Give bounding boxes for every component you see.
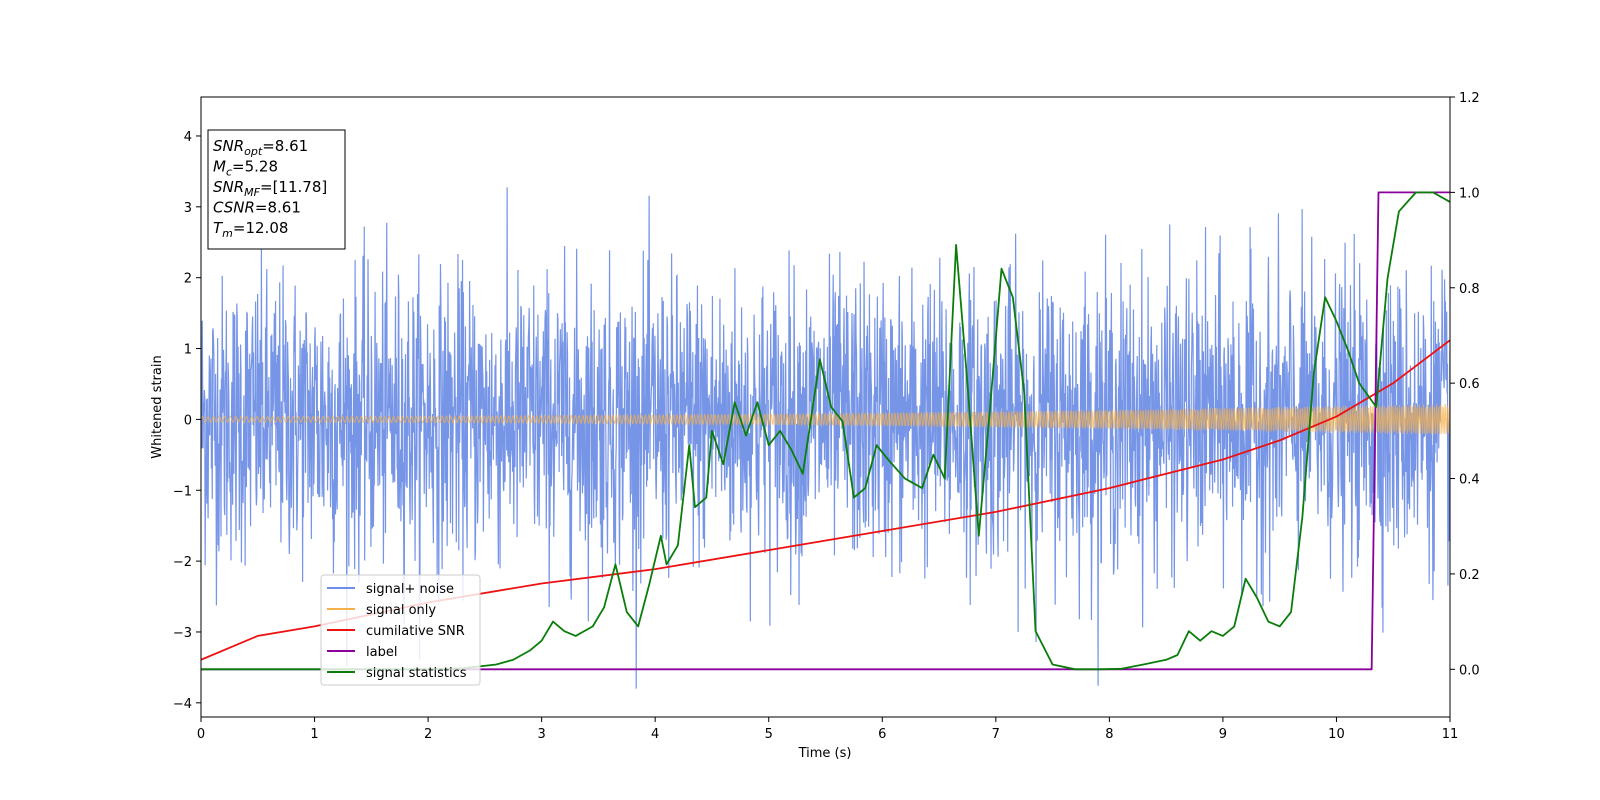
y-axis-left-ticks: −4 −3 −2 −1 0 1 2 3 4 xyxy=(173,130,201,712)
y-right-tick-label: 0.6 xyxy=(1459,377,1480,392)
legend-label: signal statistics xyxy=(366,666,467,681)
signal-statistics-line xyxy=(201,191,1450,671)
info-line: Mc=5.28 xyxy=(213,158,278,179)
legend-label: label xyxy=(366,645,397,660)
legend: signal+ noise signal only cumilative SNR la… xyxy=(320,574,481,686)
legend-label: cumilative SNR xyxy=(366,624,465,639)
y-left-tick-label: −2 xyxy=(173,555,192,570)
x-axis-ticks: 0 1 2 3 4 5 6 7 8 9 10 11 xyxy=(197,717,1458,742)
signal-only-series xyxy=(201,403,1450,435)
x-tick-label: 7 xyxy=(992,727,1000,742)
x-tick-label: 8 xyxy=(1105,727,1113,742)
y-right-tick-label: 0.4 xyxy=(1459,473,1480,488)
y-right-tick-label: 0.8 xyxy=(1459,282,1480,297)
y-left-tick-label: 2 xyxy=(184,272,192,287)
y-right-tick-label: 1.0 xyxy=(1459,186,1480,201)
x-tick-label: 5 xyxy=(765,727,773,742)
legend-label: signal only xyxy=(366,603,436,618)
y-left-tick-label: 0 xyxy=(184,413,192,428)
info-line: CSNR=8.61 xyxy=(213,199,301,217)
x-tick-label: 4 xyxy=(651,727,659,742)
y-left-tick-label: −3 xyxy=(173,626,192,641)
plot-frame xyxy=(200,96,1451,718)
x-tick-label: 11 xyxy=(1442,727,1459,742)
signal-noise-series xyxy=(201,187,1450,689)
info-line: Tm=12.08 xyxy=(213,219,288,240)
info-line: SNRMF=[11.78] xyxy=(213,178,327,199)
x-tick-label: 1 xyxy=(310,727,318,742)
x-tick-label: 6 xyxy=(878,727,886,742)
x-tick-label: 3 xyxy=(537,727,545,742)
y-axis-label: Whitened strain xyxy=(150,355,165,458)
y-left-tick-label: −1 xyxy=(173,484,192,499)
signal-noise-line xyxy=(201,187,1450,689)
x-tick-label: 10 xyxy=(1328,727,1345,742)
signal-only-line xyxy=(201,403,1450,435)
x-tick-label: 2 xyxy=(424,727,432,742)
y-right-tick-label: 1.2 xyxy=(1459,91,1480,106)
x-tick-label: 0 xyxy=(197,727,205,742)
y-right-tick-label: 0.0 xyxy=(1459,663,1480,678)
y-left-tick-label: 1 xyxy=(184,343,192,358)
label-line xyxy=(201,191,1450,671)
info-box: SNRopt=8.61Mc=5.28SNRMF=[11.78]CSNR=8.61… xyxy=(207,129,346,250)
y-right-tick-label: 0.2 xyxy=(1459,568,1480,583)
info-line: SNRopt=8.61 xyxy=(213,137,308,158)
y-left-tick-label: −4 xyxy=(173,697,192,712)
y-left-tick-label: 4 xyxy=(184,130,192,145)
x-axis-label: Time (s) xyxy=(798,746,852,761)
legend-label: signal+ noise xyxy=(366,582,454,597)
y-axis-right-ticks: 0.0 0.2 0.4 0.6 0.8 1.0 1.2 xyxy=(1450,91,1480,678)
y-left-tick-label: 3 xyxy=(184,201,192,216)
x-tick-label: 9 xyxy=(1219,727,1227,742)
